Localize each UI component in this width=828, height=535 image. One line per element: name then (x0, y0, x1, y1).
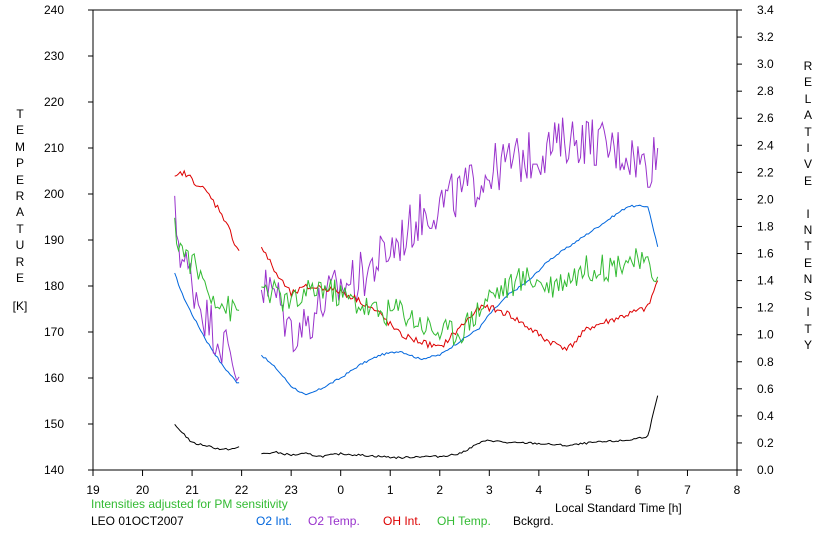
x-tick-label: 8 (734, 483, 741, 497)
legend-entry-oh-temp: OH Temp. (437, 514, 491, 528)
left-tick-label: 230 (44, 49, 64, 63)
right-axis: 0.0 0.2 0.4 0.6 0.8 1.0 1.2 1.4 1.6 1.8 2.0 2.2 2.4 2… (737, 3, 774, 477)
left-tick-label: 240 (44, 3, 64, 17)
left-tick-label: 190 (44, 233, 64, 247)
right-tick-label: 0.2 (757, 436, 774, 450)
right-tick-label: 0.6 (757, 382, 774, 396)
legend-entry-o2-int: O2 Int. (256, 514, 293, 528)
x-tick-label: 3 (486, 483, 493, 497)
left-tick-label: 200 (44, 187, 64, 201)
right-tick-label: 2.6 (757, 111, 774, 125)
right-tick-label: 0.4 (757, 409, 774, 423)
left-axis: 140 150 160 170 180 190 200 210 220 230 240 (44, 3, 93, 477)
series-line-oh-int (260, 246, 659, 352)
right-tick-label: 1.6 (757, 247, 774, 261)
legend-entry-oh-int: OH Int. (383, 514, 422, 528)
series-line-o2-int (261, 204, 659, 396)
x-tick-label: 1 (387, 483, 394, 497)
x-tick-label: 20 (136, 483, 150, 497)
adjustment-note: Intensities adjusted for PM sensitivity (91, 497, 288, 511)
legend-entry-o2-temp: O2 Temp. (308, 514, 360, 528)
right-tick-label: 3.2 (757, 30, 774, 44)
right-tick-label: 2.2 (757, 165, 774, 179)
station-label: LEO 01OCT2007 (91, 514, 184, 528)
plot-frame (92, 9, 738, 471)
x-tick-label: 19 (86, 483, 100, 497)
x-tick-label: 6 (635, 483, 642, 497)
left-tick-label: 170 (44, 325, 64, 339)
left-axis-label: T E M P E R A T U R E (15, 107, 25, 286)
x-tick-label: 21 (185, 483, 199, 497)
series-line-o2-int (174, 272, 240, 384)
left-tick-label: 150 (44, 417, 64, 431)
right-tick-label: 3.0 (757, 57, 774, 71)
right-tick-label: 2.4 (757, 138, 774, 152)
legend-entry-bckgrd: Bckgrd. (513, 514, 554, 528)
right-tick-label: 1.4 (757, 274, 774, 288)
right-tick-label: 0.8 (757, 355, 774, 369)
series-line-oh-temp (174, 217, 240, 322)
series-line-oh-temp (261, 248, 659, 347)
series-line-bckgrd (261, 395, 659, 460)
x-tick-label: 2 (436, 483, 443, 497)
left-axis-unit: [K] (12, 299, 28, 313)
series-layer (174, 117, 659, 460)
x-axis-label: Local Standard Time [h] (555, 501, 682, 515)
series-line-oh-int (174, 169, 240, 251)
right-tick-label: 1.8 (757, 219, 774, 233)
right-axis-label: R E L A T I V E I N T E N S I T Y (803, 59, 813, 352)
x-axis: 19 20 21 22 23 0 1 2 3 4 5 6 7 8 (86, 470, 741, 497)
right-tick-label: 2.8 (757, 84, 774, 98)
left-tick-label: 140 (44, 463, 64, 477)
x-tick-label: 23 (284, 483, 298, 497)
series-line-bckgrd (174, 423, 240, 451)
right-tick-label: 0.0 (757, 463, 774, 477)
left-tick-label: 220 (44, 95, 64, 109)
left-tick-label: 180 (44, 279, 64, 293)
right-tick-label: 3.4 (757, 3, 774, 17)
x-tick-label: 7 (684, 483, 691, 497)
x-tick-label: 0 (337, 483, 344, 497)
left-tick-label: 210 (44, 141, 64, 155)
right-tick-label: 2.0 (757, 192, 774, 206)
x-tick-label: 22 (235, 483, 249, 497)
x-tick-label: 4 (536, 483, 543, 497)
series-line-o2-temp (174, 195, 240, 382)
x-tick-label: 5 (585, 483, 592, 497)
right-tick-label: 1.2 (757, 301, 774, 315)
right-tick-label: 1.0 (757, 328, 774, 342)
left-tick-label: 160 (44, 371, 64, 385)
